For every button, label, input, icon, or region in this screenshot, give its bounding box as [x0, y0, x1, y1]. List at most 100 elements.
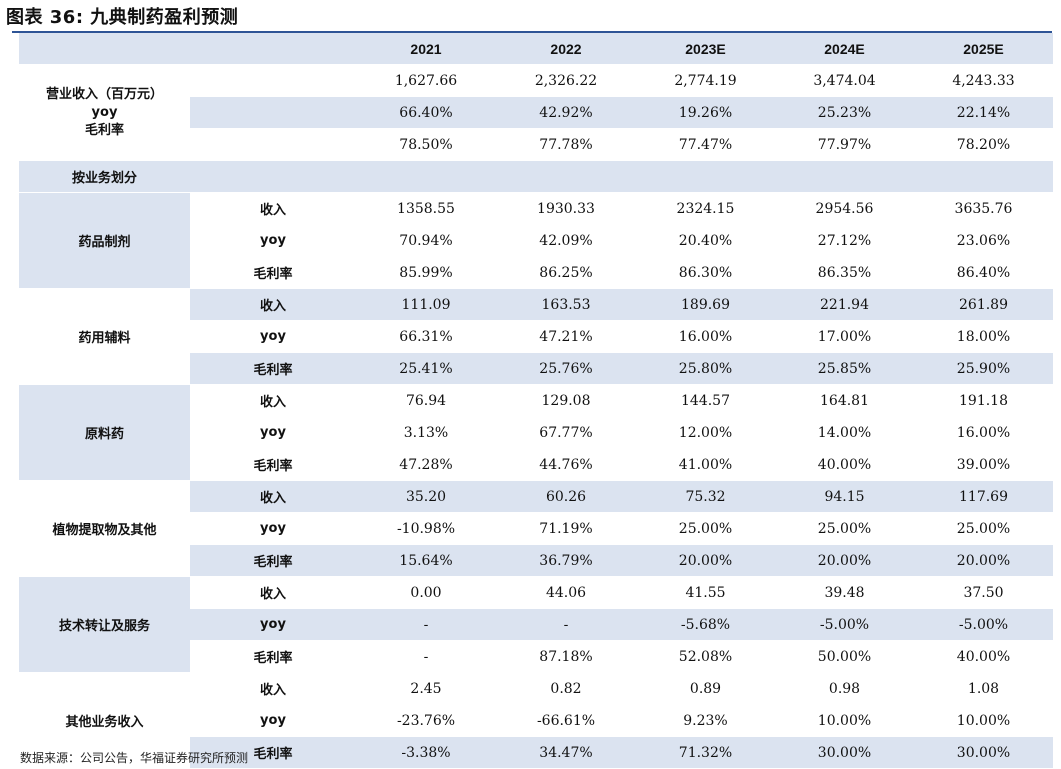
value-cell: 1,627.66	[356, 64, 496, 97]
value-cell: 25.23%	[775, 96, 914, 129]
segment-row: yoy - - -5.68% -5.00% -5.00%	[19, 608, 1053, 641]
value-cell: -	[496, 608, 636, 641]
value-cell: 86.30%	[636, 256, 775, 289]
value-cell: 20.00%	[914, 544, 1053, 577]
value-cell: 71.19%	[496, 512, 636, 545]
value-cell: 30.00%	[775, 736, 914, 769]
summary-row-revenue: 营业收入（百万元） yoy 毛利率 1,627.66 2,326.22 2,77…	[19, 64, 1053, 161]
segment-row: 植物提取物及其他 收入 35.20 60.26 75.32 94.15 117.69	[19, 480, 1053, 577]
value-cell: 39.48	[775, 576, 914, 609]
segment-metric-label: 毛利率	[190, 544, 356, 577]
value-cell: 221.94	[775, 288, 914, 321]
value-cell: 30.00%	[914, 736, 1053, 769]
source-note: 数据来源：公司公告，华福证券研究所预测	[20, 751, 249, 765]
value-cell: 85.99%	[356, 256, 496, 289]
segment-metric-label: yoy	[190, 608, 356, 641]
value-cell: 2,774.19	[636, 64, 775, 97]
value-cell: 189.69	[636, 288, 775, 321]
value-cell: 15.64%	[356, 544, 496, 577]
value-cell: 25.90%	[914, 352, 1053, 385]
segment-row: yoy 66.31% 47.21% 16.00% 17.00% 18.00%	[19, 320, 1053, 353]
value-cell: 3.13%	[356, 416, 496, 449]
value-cell: 18.00%	[914, 320, 1053, 353]
segment-row: 药品制剂 收入 1358.55 1930.33 2324.15 2954.56 3635.7…	[19, 192, 1053, 289]
value-cell: -5.68%	[636, 608, 775, 641]
value-cell: 47.21%	[496, 320, 636, 353]
value-cell: 25.85%	[775, 352, 914, 385]
summary-label-yoy: yoy	[91, 104, 118, 120]
segment-metric-label: 收入	[190, 576, 356, 609]
summary-row-margin: 78.50% 77.78% 77.47% 77.97% 78.20%	[19, 128, 1053, 161]
year-header: 2023E	[636, 33, 775, 65]
segment-metric-label: 收入	[190, 192, 356, 225]
value-cell: 129.08	[496, 384, 636, 417]
year-header: 2021	[356, 33, 496, 65]
value-cell: 9.23%	[636, 704, 775, 737]
value-cell: -	[356, 608, 496, 641]
segment-row: 毛利率 47.28% 44.76% 41.00% 40.00% 39.00%	[19, 448, 1053, 481]
value-cell: 77.47%	[636, 128, 775, 161]
value-cell: 191.18	[914, 384, 1053, 417]
value-cell: 35.20	[356, 480, 496, 513]
segment-metric-label: 收入	[190, 672, 356, 705]
value-cell: 4,243.33	[914, 64, 1053, 97]
value-cell: 20.00%	[636, 544, 775, 577]
value-cell: 23.06%	[914, 224, 1053, 257]
segment-metric-label: yoy	[190, 224, 356, 257]
summary-label-cell: 营业收入（百万元） yoy 毛利率	[19, 64, 190, 161]
segment-row: yoy -10.98% 71.19% 25.00% 25.00% 25.00%	[19, 512, 1053, 545]
value-cell: 1.08	[914, 672, 1053, 705]
segment-name: 植物提取物及其他	[19, 480, 190, 577]
value-cell: 1930.33	[496, 192, 636, 225]
value-cell: 16.00%	[914, 416, 1053, 449]
summary-spacer-cell	[190, 64, 356, 97]
segment-row: 毛利率 -3.38% 34.47% 71.32% 30.00% 30.00%	[19, 736, 1053, 769]
value-cell: 22.14%	[914, 96, 1053, 129]
segment-metric-label: 收入	[190, 384, 356, 417]
value-cell: 77.97%	[775, 128, 914, 161]
value-cell: 52.08%	[636, 640, 775, 673]
value-cell: 163.53	[496, 288, 636, 321]
value-cell: 34.47%	[496, 736, 636, 769]
forecast-table: 2021 2022 2023E 2024E 2025E 营业收入（百万元） yo…	[19, 33, 1053, 769]
value-cell: 66.31%	[356, 320, 496, 353]
value-cell: 25.00%	[636, 512, 775, 545]
year-header: 2025E	[914, 33, 1053, 65]
value-cell: -3.38%	[356, 736, 496, 769]
figure-title: 图表 36: 九典制药盈利预测	[6, 7, 239, 28]
summary-label-margin: 毛利率	[84, 122, 124, 138]
value-cell: 2324.15	[636, 192, 775, 225]
segment-row: yoy 3.13% 67.77% 12.00% 14.00% 16.00%	[19, 416, 1053, 449]
segment-row: yoy 70.94% 42.09% 20.40% 27.12% 23.06%	[19, 224, 1053, 257]
value-cell: 17.00%	[775, 320, 914, 353]
value-cell: 42.92%	[496, 96, 636, 129]
segment-name: 其他业务收入	[19, 672, 190, 769]
value-cell: 47.28%	[356, 448, 496, 481]
value-cell: 60.26	[496, 480, 636, 513]
segment-name: 技术转让及服务	[19, 576, 190, 673]
value-cell: 70.94%	[356, 224, 496, 257]
value-cell: 261.89	[914, 288, 1053, 321]
segment-name: 原料药	[19, 384, 190, 481]
segment-row: 其他业务收入 收入 2.45 0.82 0.89 0.98 1.08	[19, 672, 1053, 769]
value-cell: 14.00%	[775, 416, 914, 449]
year-header: 2022	[496, 33, 636, 65]
value-cell: 10.00%	[914, 704, 1053, 737]
value-cell: 42.09%	[496, 224, 636, 257]
split-header-row: 按业务划分	[19, 160, 1053, 193]
value-cell: -10.98%	[356, 512, 496, 545]
value-cell: 25.76%	[496, 352, 636, 385]
value-cell: 144.57	[636, 384, 775, 417]
value-cell: 78.20%	[914, 128, 1053, 161]
value-cell: 3,474.04	[775, 64, 914, 97]
value-cell: 2954.56	[775, 192, 914, 225]
segment-name: 药品制剂	[19, 192, 190, 289]
value-cell: 164.81	[775, 384, 914, 417]
value-cell: 0.00	[356, 576, 496, 609]
value-cell: 36.79%	[496, 544, 636, 577]
empty-cell	[636, 160, 775, 193]
value-cell: 111.09	[356, 288, 496, 321]
value-cell: 0.89	[636, 672, 775, 705]
value-cell: 19.26%	[636, 96, 775, 129]
value-cell: -66.61%	[496, 704, 636, 737]
